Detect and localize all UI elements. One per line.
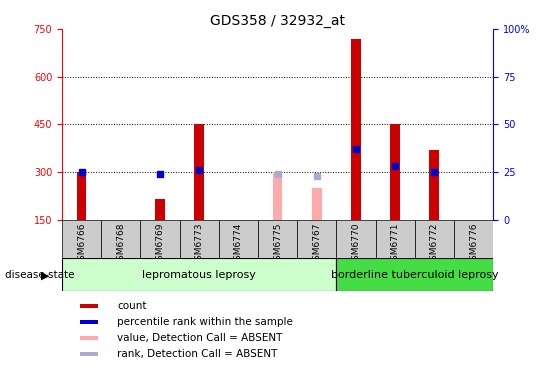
Text: GSM6774: GSM6774 [234, 223, 243, 266]
Text: rank, Detection Call = ABSENT: rank, Detection Call = ABSENT [117, 349, 278, 359]
Bar [312, 188, 322, 220]
Text: GSM6770: GSM6770 [351, 223, 361, 266]
Text: GSM6769: GSM6769 [155, 223, 164, 266]
Text: GSM6775: GSM6775 [273, 223, 282, 266]
Text: GSM6767: GSM6767 [312, 223, 321, 266]
Bar [80, 336, 98, 340]
Text: ▶: ▶ [41, 270, 50, 280]
Bar [351, 39, 361, 220]
Bar [80, 320, 98, 324]
Bar [155, 199, 165, 220]
Text: lepromatous leprosy: lepromatous leprosy [142, 269, 256, 280]
Text: borderline tuberculoid leprosy: borderline tuberculoid leprosy [331, 269, 499, 280]
Bar [390, 124, 400, 220]
Bar [62, 220, 101, 258]
Title: GDS358 / 32932_at: GDS358 / 32932_at [210, 14, 345, 28]
Bar [454, 220, 493, 258]
Bar [62, 258, 336, 291]
Bar [376, 220, 415, 258]
Bar [336, 220, 376, 258]
Text: count: count [117, 301, 147, 311]
Bar [77, 172, 86, 220]
Bar [80, 352, 98, 356]
Text: GSM6768: GSM6768 [116, 223, 125, 266]
Bar [297, 220, 336, 258]
Text: GSM6772: GSM6772 [430, 223, 439, 266]
Bar [179, 220, 219, 258]
Bar [415, 220, 454, 258]
Bar [140, 220, 179, 258]
Text: GSM6773: GSM6773 [195, 223, 204, 266]
Bar [273, 172, 282, 220]
Bar [430, 150, 439, 220]
Bar [258, 220, 297, 258]
Text: value, Detection Call = ABSENT: value, Detection Call = ABSENT [117, 333, 282, 343]
Bar [80, 304, 98, 308]
Bar [101, 220, 140, 258]
Text: GSM6776: GSM6776 [469, 223, 478, 266]
Text: GSM6771: GSM6771 [391, 223, 400, 266]
Bar [336, 258, 493, 291]
Bar [194, 124, 204, 220]
Text: percentile rank within the sample: percentile rank within the sample [117, 317, 293, 327]
Text: disease state: disease state [5, 270, 75, 280]
Text: GSM6766: GSM6766 [77, 223, 86, 266]
Bar [219, 220, 258, 258]
